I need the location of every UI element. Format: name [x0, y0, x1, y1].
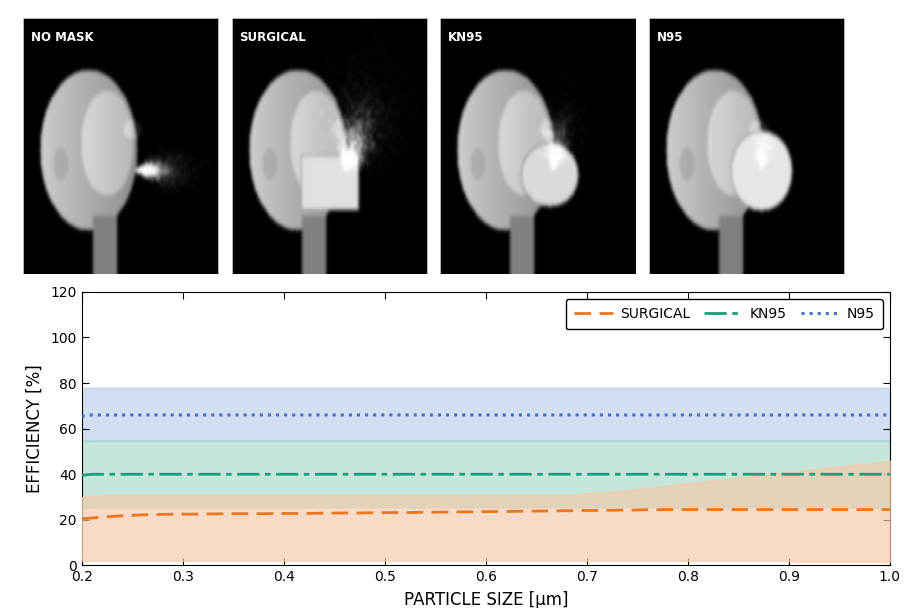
Text: N95: N95 — [657, 31, 684, 44]
Text: KN95: KN95 — [449, 31, 484, 44]
Y-axis label: EFFICIENCY [%]: EFFICIENCY [%] — [25, 364, 44, 493]
Text: NO MASK: NO MASK — [31, 31, 94, 44]
Legend: SURGICAL, KN95, N95: SURGICAL, KN95, N95 — [566, 299, 883, 330]
Text: SURGICAL: SURGICAL — [240, 31, 306, 44]
X-axis label: PARTICLE SIZE [μm]: PARTICLE SIZE [μm] — [403, 591, 568, 608]
